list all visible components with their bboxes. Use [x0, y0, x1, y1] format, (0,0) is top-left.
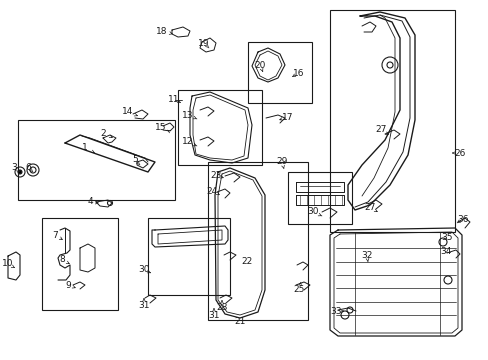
- Text: 2: 2: [100, 129, 105, 138]
- Text: 6: 6: [25, 162, 31, 171]
- Text: 27: 27: [375, 126, 386, 135]
- Text: 36: 36: [456, 215, 468, 224]
- Text: 9: 9: [65, 280, 71, 289]
- Text: 19: 19: [198, 39, 209, 48]
- Text: 17: 17: [282, 112, 293, 122]
- Text: 20: 20: [254, 60, 265, 69]
- Text: 11: 11: [168, 94, 180, 104]
- Text: 3: 3: [11, 162, 17, 171]
- Text: 18: 18: [156, 27, 167, 36]
- Text: 1: 1: [82, 144, 88, 153]
- Bar: [148, 218, 229, 295]
- Text: 22: 22: [241, 256, 252, 266]
- Text: 34: 34: [439, 247, 451, 256]
- Text: 32: 32: [361, 251, 372, 260]
- Bar: [207, 162, 307, 320]
- Text: 25: 25: [293, 284, 304, 293]
- Text: 10: 10: [2, 260, 14, 269]
- Bar: [247, 42, 311, 103]
- Text: 16: 16: [293, 68, 304, 77]
- Text: 28: 28: [216, 303, 227, 312]
- Text: 4: 4: [87, 198, 93, 207]
- Circle shape: [18, 170, 22, 174]
- Text: 29: 29: [276, 158, 287, 166]
- Text: 31: 31: [208, 311, 219, 320]
- Text: 5: 5: [132, 156, 138, 165]
- Bar: [329, 10, 454, 232]
- Text: 30: 30: [306, 207, 318, 216]
- Text: 21: 21: [234, 316, 245, 325]
- Text: 7: 7: [52, 230, 58, 239]
- Text: 27: 27: [364, 203, 375, 212]
- Text: 14: 14: [122, 108, 133, 117]
- Bar: [178, 90, 262, 165]
- Text: 31: 31: [138, 302, 149, 310]
- Text: 13: 13: [182, 111, 193, 120]
- Text: 8: 8: [59, 256, 65, 265]
- Bar: [18, 120, 175, 200]
- Bar: [42, 218, 118, 310]
- Text: 33: 33: [329, 306, 341, 315]
- Text: 30: 30: [138, 266, 149, 274]
- Text: 15: 15: [155, 122, 166, 131]
- Text: 26: 26: [453, 148, 465, 158]
- Text: 12: 12: [182, 138, 193, 147]
- Text: 24: 24: [206, 186, 217, 195]
- Bar: [287, 172, 351, 224]
- Text: 23: 23: [210, 171, 221, 180]
- Text: 35: 35: [440, 234, 452, 243]
